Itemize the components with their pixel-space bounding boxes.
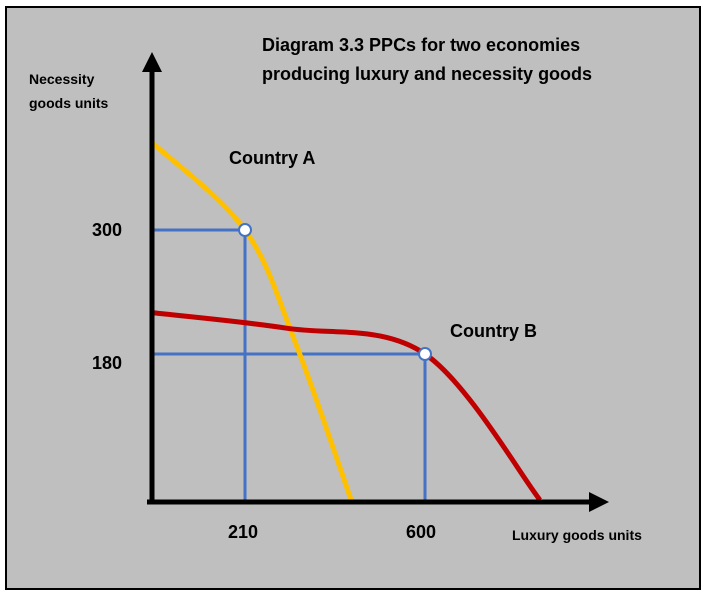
y-axis-label-line-2: goods units: [29, 95, 109, 111]
y-tick-label-300: 300: [92, 220, 122, 240]
series-label-country-b: Country B: [450, 321, 537, 341]
point-marker-600-180: [418, 347, 432, 361]
y-tick-label-180: 180: [92, 353, 122, 373]
x-tick-label-210: 210: [228, 522, 258, 542]
x-tick-label-600: 600: [406, 522, 436, 542]
series-label-country-a: Country A: [229, 148, 315, 168]
chart-frame: [5, 6, 701, 590]
point-marker-210-300: [238, 223, 252, 237]
ppc-curve-country-b: [151, 310, 542, 502]
ppc-curve-country-a: [150, 140, 354, 501]
y-axis-label-line-1: Necessity: [29, 71, 95, 87]
y-axis-arrowhead: [142, 52, 162, 72]
chart-title-line-2: producing luxury and necessity goods: [262, 64, 592, 84]
point-markers: [238, 223, 432, 361]
chart-title-line-1: Diagram 3.3 PPCs for two economies: [262, 35, 580, 55]
guide-lines: [152, 228, 427, 502]
x-axis-label: Luxury goods units: [512, 527, 642, 543]
x-axis-arrowhead: [589, 492, 609, 512]
